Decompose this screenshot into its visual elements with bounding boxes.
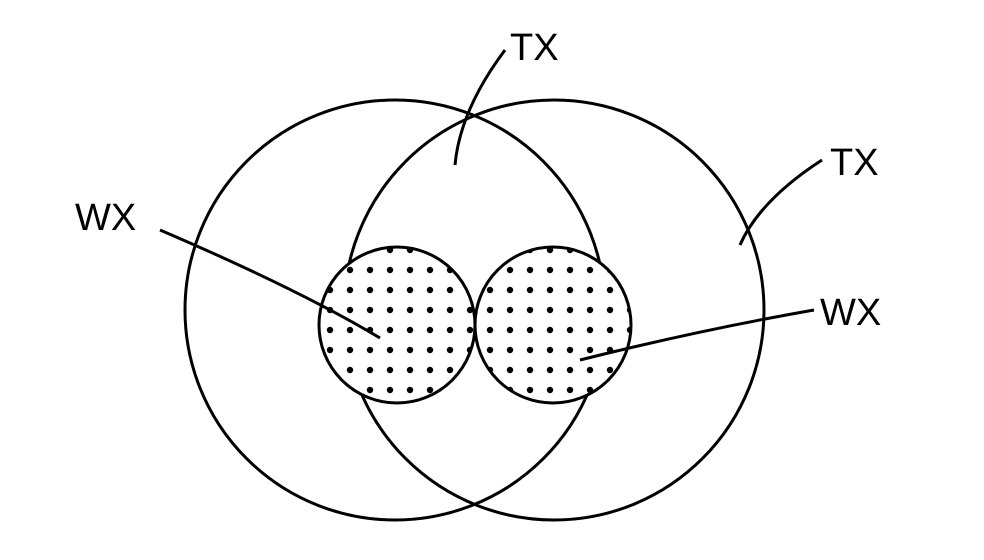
leader-tx-right (740, 160, 822, 245)
label-wx-right: WX (820, 292, 881, 334)
venn-diagram: TX TX WX WX (0, 0, 984, 560)
wx-circle-left (319, 247, 475, 403)
label-tx-top: TX (510, 27, 559, 69)
label-wx-left: WX (75, 197, 136, 239)
wx-circle-right (475, 247, 631, 403)
label-tx-right: TX (830, 142, 879, 184)
